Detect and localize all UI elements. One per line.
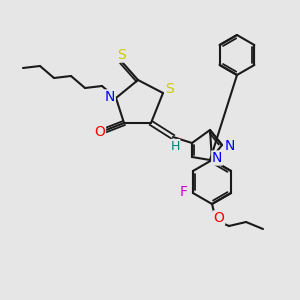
Text: N: N [105,90,115,104]
Text: N: N [212,151,222,165]
Text: H: H [170,140,180,152]
Text: S: S [166,82,174,96]
Text: O: O [94,125,105,139]
Text: F: F [180,185,188,199]
Text: S: S [117,48,125,62]
Text: N: N [225,139,235,153]
Text: O: O [214,211,224,225]
